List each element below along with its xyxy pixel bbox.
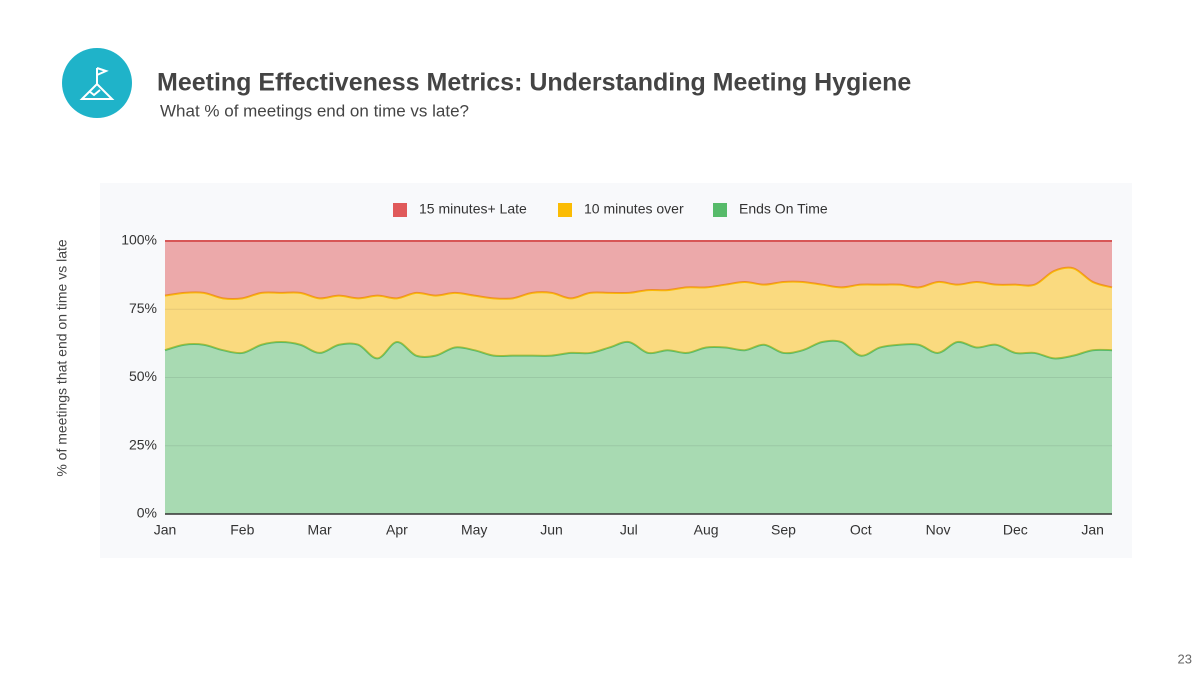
title: Meeting Effectiveness Metrics: Understan… — [157, 69, 911, 97]
x-tick-label: Apr — [386, 522, 408, 538]
legend-swatch — [393, 203, 407, 217]
area — [165, 241, 1112, 300]
y-tick-label: 25% — [129, 436, 157, 452]
subtitle: What % of meetings end on time vs late? — [160, 101, 469, 120]
x-tick-label: Jun — [540, 522, 563, 538]
page-number: 23 — [1178, 651, 1192, 666]
y-tick-label: 50% — [129, 368, 157, 384]
y-tick-label: 75% — [129, 300, 157, 316]
area — [165, 340, 1112, 514]
y-tick-label: 100% — [121, 232, 157, 248]
x-tick-label: Aug — [694, 522, 719, 538]
legend-label: Ends On Time — [739, 201, 828, 217]
area — [165, 267, 1112, 359]
y-tick-label: 0% — [137, 505, 157, 521]
legend-label: 15 minutes+ Late — [419, 201, 527, 217]
x-tick-label: Dec — [1003, 522, 1028, 538]
x-tick-label: Jul — [620, 522, 638, 538]
x-tick-label: Mar — [308, 522, 332, 538]
flag-icon — [79, 67, 115, 100]
x-tick-label: Jan — [154, 522, 177, 538]
legend-swatch — [713, 203, 727, 217]
x-tick-label: Jan — [1081, 522, 1104, 538]
x-tick-label: Nov — [926, 522, 951, 538]
legend-label: 10 minutes over — [584, 201, 684, 217]
y-axis-label: % of meetings that end on time vs late — [54, 239, 70, 477]
x-tick-label: Feb — [230, 522, 254, 538]
legend-swatch — [558, 203, 572, 217]
x-tick-label: Sep — [771, 522, 796, 538]
x-tick-label: Oct — [850, 522, 872, 538]
x-tick-label: May — [461, 522, 487, 538]
